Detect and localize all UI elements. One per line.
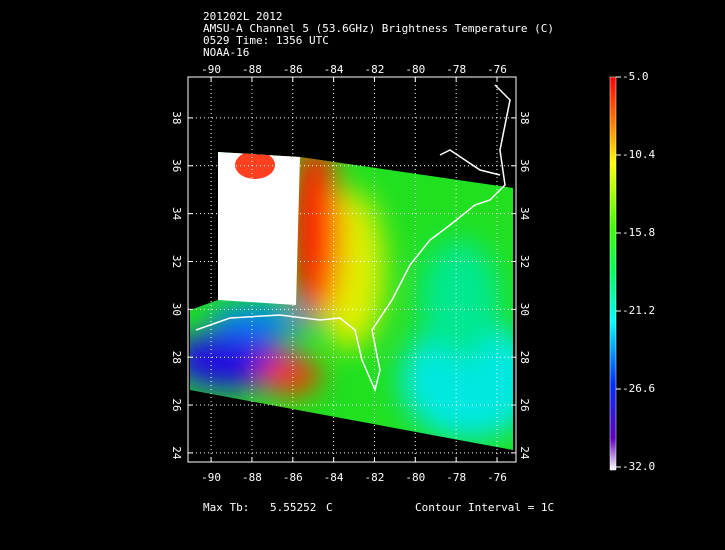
lon-label-bottom: -88: [242, 471, 262, 484]
lat-label-left: 26: [170, 398, 183, 411]
lon-label-top: -76: [487, 63, 507, 76]
header-line: NOAA-16: [203, 46, 249, 59]
lat-label-right: 38: [518, 111, 531, 124]
lat-label-right: 26: [518, 398, 531, 411]
max-value: 5.55252: [270, 501, 316, 514]
lon-label-top: -78: [446, 63, 466, 76]
lon-label-top: -88: [242, 63, 262, 76]
colorbar-label: -26.6: [622, 382, 655, 395]
lat-label-right: 32: [518, 255, 531, 268]
header-line: AMSU-A Channel 5 (53.6GHz) Brightness Te…: [203, 22, 554, 35]
header-line: 201202L 2012: [203, 10, 282, 23]
lat-label-left: 30: [170, 303, 183, 316]
lon-label-top: -84: [324, 63, 344, 76]
lon-label-bottom: -78: [446, 471, 466, 484]
lat-label-left: 38: [170, 111, 183, 124]
lon-label-bottom: -86: [283, 471, 303, 484]
header-line: 0529 Time: 1356 UTC: [203, 34, 329, 47]
colorbar-label: -5.0: [622, 70, 649, 83]
lon-label-bottom: -80: [405, 471, 425, 484]
contour-interval: Contour Interval = 1C: [415, 501, 554, 514]
lat-label-right: 24: [518, 446, 531, 460]
lat-label-right: 36: [518, 159, 531, 172]
lat-label-left: 34: [170, 207, 183, 221]
lat-label-left: 32: [170, 255, 183, 268]
colorbar-label: -32.0: [622, 460, 655, 473]
colorbar: [609, 76, 617, 471]
colorbar-label: -15.8: [622, 226, 655, 239]
lat-label-right: 28: [518, 351, 531, 364]
lat-label-right: 34: [518, 207, 531, 221]
max-unit: C: [326, 501, 333, 514]
lat-label-left: 24: [170, 446, 183, 460]
max-label: Max Tb:: [203, 501, 249, 514]
lon-label-top: -80: [405, 63, 425, 76]
swath: [190, 152, 513, 450]
lon-label-bottom: -84: [324, 471, 344, 484]
lon-label-bottom: -82: [365, 471, 385, 484]
lat-label-left: 28: [170, 351, 183, 364]
colorbar-label: -10.4: [622, 148, 655, 161]
lon-label-bottom: -90: [201, 471, 221, 484]
lon-label-bottom: -76: [487, 471, 507, 484]
lon-label-top: -90: [201, 63, 221, 76]
lat-label-left: 36: [170, 159, 183, 172]
lon-label-top: -86: [283, 63, 303, 76]
coastline: [195, 84, 511, 393]
colorbar-label: -21.2: [622, 304, 655, 317]
lat-label-right: 30: [518, 303, 531, 316]
map-frame: [187, 76, 517, 463]
lon-label-top: -82: [365, 63, 385, 76]
